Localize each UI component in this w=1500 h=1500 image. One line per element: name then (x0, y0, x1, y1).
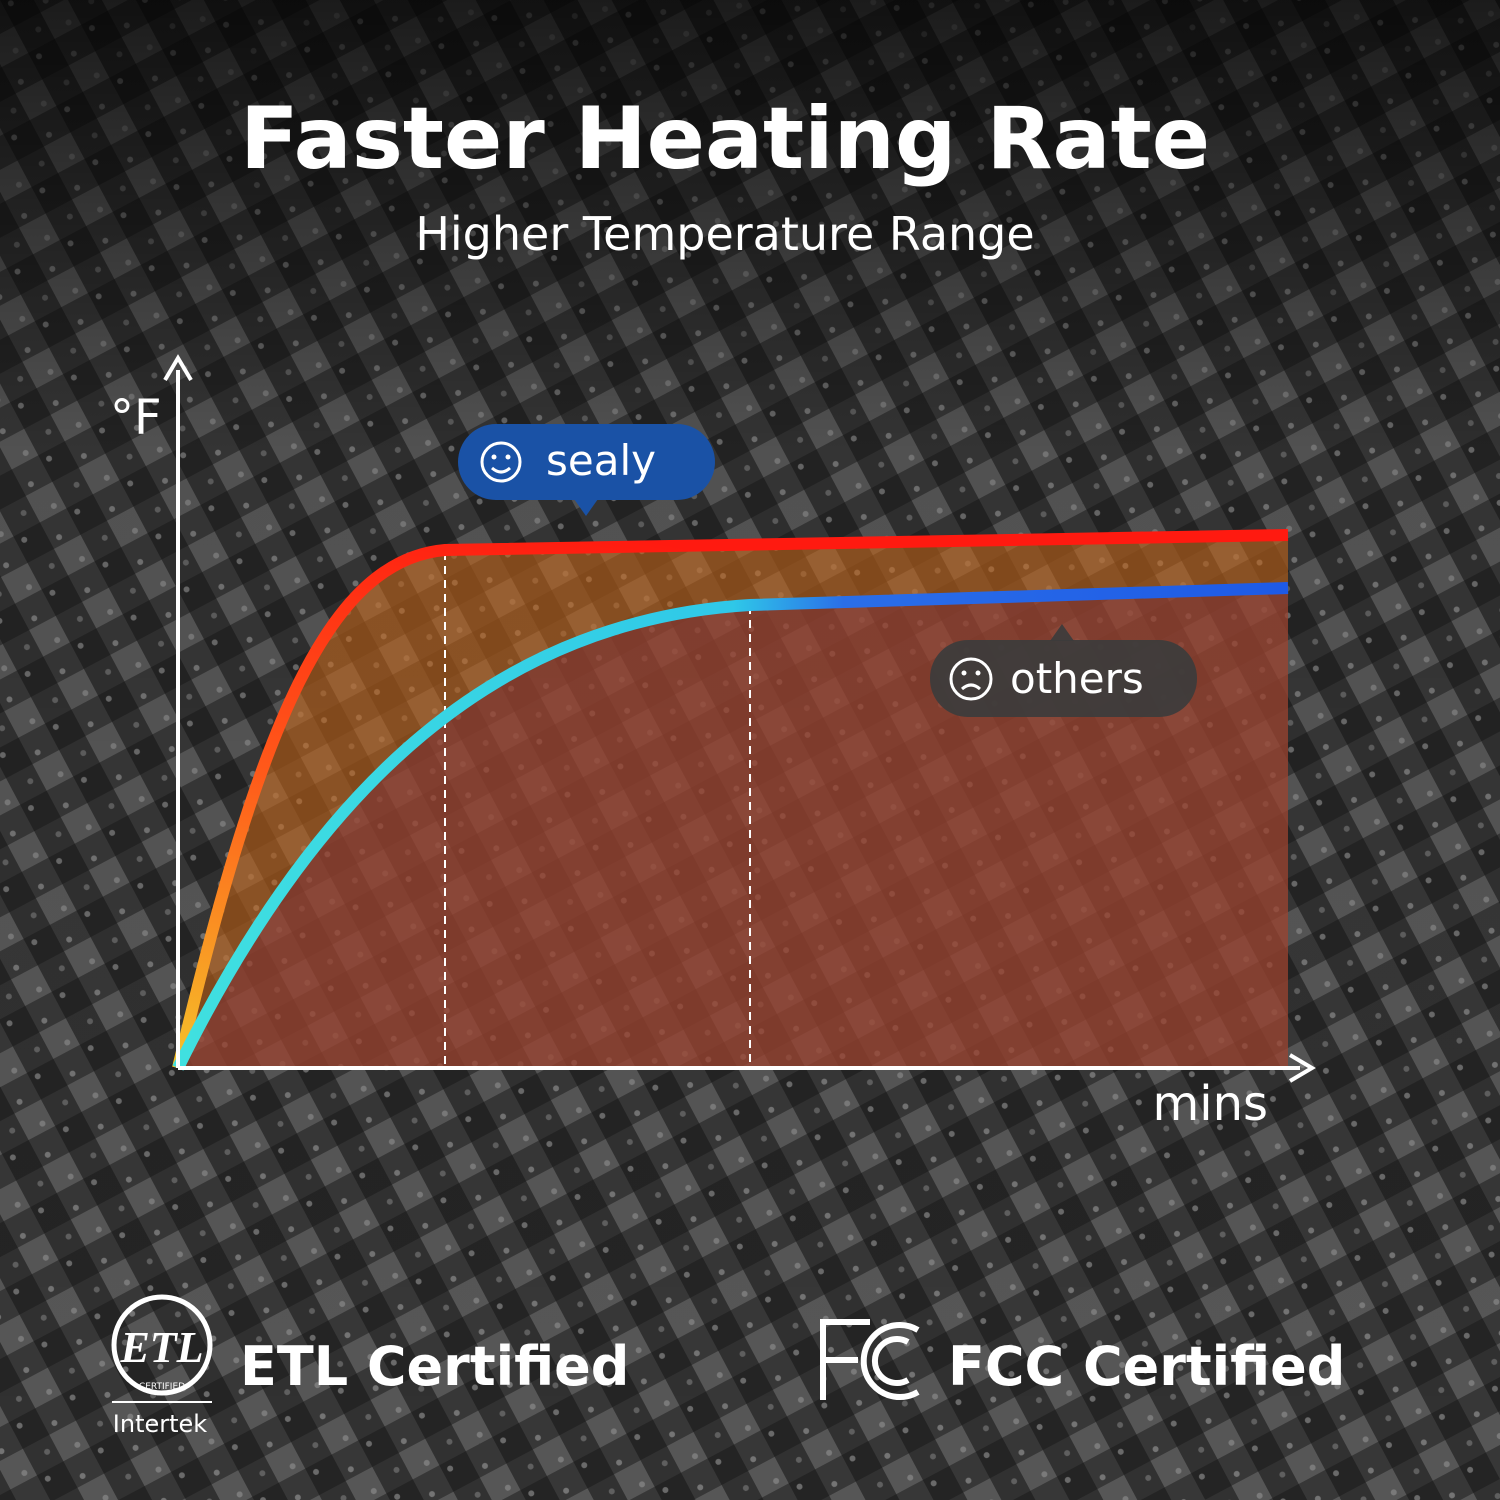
title: Faster Heating Rate (240, 89, 1210, 189)
x-axis-arrow (1288, 1053, 1316, 1083)
y-axis-arrow (163, 354, 193, 382)
etl-logo-text: ETL (119, 1323, 203, 1372)
sealy-curve (172, 529, 1289, 1070)
sealy-callout: sealy (458, 424, 715, 516)
x-axis-label: mins (1152, 1076, 1268, 1132)
etl-logo: ETL CERTIFIED (111, 1294, 213, 1403)
etl-logo-caption: CERTIFIED (139, 1382, 185, 1392)
callout-label: others (1010, 654, 1144, 703)
y-axis-label: °F (110, 390, 162, 446)
issuer: Intertek (113, 1410, 208, 1438)
certification-label: FCC Certified (948, 1335, 1345, 1398)
subtitle: Higher Temperature Range (415, 207, 1034, 261)
others-callout: others (930, 624, 1197, 717)
others-curve (172, 582, 1289, 1071)
callout-label: sealy (546, 436, 656, 485)
fcc-logo (820, 1319, 920, 1400)
certification-label: ETL Certified (240, 1335, 629, 1398)
